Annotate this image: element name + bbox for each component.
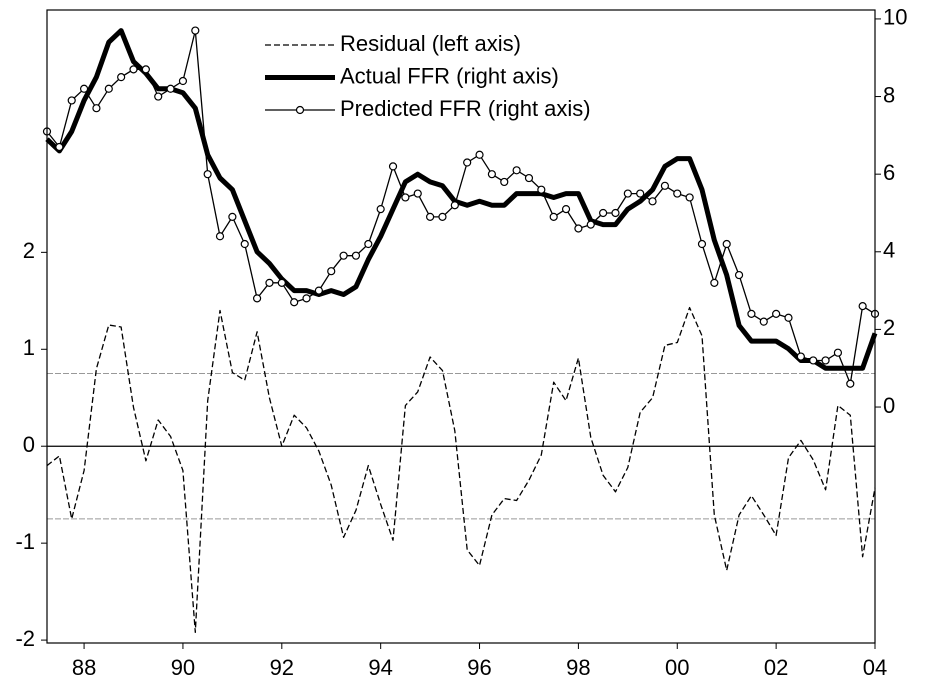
legend-label: Actual FFR (right axis) [340, 63, 559, 88]
x-tick-label: 04 [863, 655, 887, 680]
x-tick-label: 90 [171, 655, 195, 680]
series-marker [413, 189, 422, 198]
series-marker [673, 189, 682, 198]
x-tick-label: 98 [566, 655, 590, 680]
series-marker [228, 212, 237, 221]
series-marker [809, 356, 818, 365]
series-marker [104, 84, 113, 93]
plot-frame [46, 9, 876, 644]
series-line [45, 28, 878, 371]
series-marker [327, 267, 336, 276]
series-marker [302, 294, 311, 303]
series-marker [487, 170, 496, 179]
series-marker [660, 181, 670, 190]
x-tick-label: 92 [270, 655, 294, 680]
series-marker [697, 239, 707, 249]
series-marker [858, 302, 867, 311]
series-marker [351, 251, 361, 260]
series-marker [796, 352, 805, 361]
series-marker [240, 239, 249, 249]
x-tick-label: 96 [467, 655, 491, 680]
series-marker [772, 309, 781, 318]
series-marker [141, 65, 150, 74]
series-marker [203, 170, 212, 179]
series-marker [67, 96, 76, 105]
series-marker [215, 232, 225, 241]
y2-tick-label: 4 [883, 238, 895, 263]
series-marker [376, 204, 385, 214]
y2-tick-label: 6 [883, 160, 895, 185]
series-marker [166, 84, 175, 93]
y2-tick-label: 8 [883, 82, 895, 107]
series-marker [388, 162, 398, 171]
series-marker [734, 270, 744, 280]
series-marker [759, 317, 768, 326]
y2-tick-label: 2 [883, 315, 895, 340]
series-marker [549, 212, 558, 221]
series-marker [290, 298, 299, 307]
y-tick-label: -1 [15, 529, 35, 554]
series-marker [475, 150, 484, 159]
y-tick-label: -2 [15, 626, 35, 651]
series-marker [685, 193, 694, 202]
series-marker [710, 278, 719, 287]
series-marker [55, 142, 64, 152]
y2-tick-label: 10 [883, 5, 907, 30]
series-marker [117, 73, 126, 82]
series-marker [537, 185, 546, 194]
series-marker [191, 26, 200, 35]
series-marker [821, 356, 830, 365]
series-marker [846, 379, 855, 388]
series-marker [833, 348, 843, 357]
series-marker [450, 201, 459, 210]
series-marker [784, 313, 793, 322]
series-marker [129, 65, 138, 74]
y2-tick-label: 0 [883, 393, 895, 418]
series-marker [747, 309, 756, 318]
series-marker [178, 76, 188, 86]
series-marker [252, 294, 262, 303]
series-marker [154, 92, 163, 101]
y-tick-label: 2 [23, 238, 35, 263]
series-marker [648, 197, 657, 206]
legend-marker [295, 105, 305, 115]
series-marker [314, 286, 323, 295]
y-tick-label: 0 [23, 432, 35, 457]
series-marker [438, 212, 447, 221]
x-tick-label: 00 [665, 655, 689, 680]
series-marker [722, 239, 731, 249]
series-marker [277, 278, 286, 287]
series-line [46, 29, 876, 385]
legend-label: Predicted FFR (right axis) [340, 96, 591, 121]
series-marker [636, 189, 645, 198]
y-tick-label: 1 [23, 335, 35, 360]
series-marker [92, 104, 101, 113]
series-marker [500, 177, 509, 187]
series-marker [265, 278, 274, 287]
series-marker [339, 251, 348, 260]
series-marker [623, 189, 632, 198]
x-tick-label: 02 [764, 655, 788, 680]
series-marker [599, 208, 608, 218]
legend-label: Residual (left axis) [340, 31, 521, 56]
series-marker [426, 212, 435, 221]
series-marker [611, 208, 620, 218]
series-marker [561, 204, 571, 214]
x-tick-label: 94 [368, 655, 392, 680]
series-marker [401, 193, 410, 202]
series-marker [364, 239, 373, 249]
series-line [46, 306, 876, 633]
series-marker [524, 173, 534, 183]
series-marker [512, 166, 521, 175]
series-marker [79, 84, 89, 93]
series-marker [574, 224, 583, 233]
x-tick-label: 88 [72, 655, 96, 680]
series-marker [586, 220, 595, 229]
series-marker [463, 158, 472, 167]
